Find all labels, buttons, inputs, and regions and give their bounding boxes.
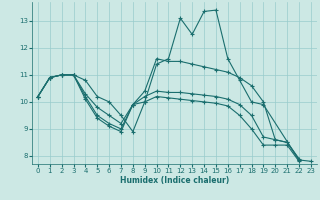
X-axis label: Humidex (Indice chaleur): Humidex (Indice chaleur) bbox=[120, 176, 229, 185]
